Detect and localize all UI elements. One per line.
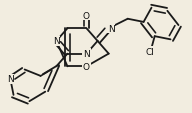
Text: N: N <box>53 37 60 46</box>
Text: N: N <box>108 25 114 33</box>
Text: O: O <box>83 62 90 71</box>
Text: N: N <box>7 75 14 84</box>
Text: Cl: Cl <box>146 47 154 56</box>
Text: N: N <box>83 50 90 59</box>
Text: O: O <box>83 12 90 21</box>
